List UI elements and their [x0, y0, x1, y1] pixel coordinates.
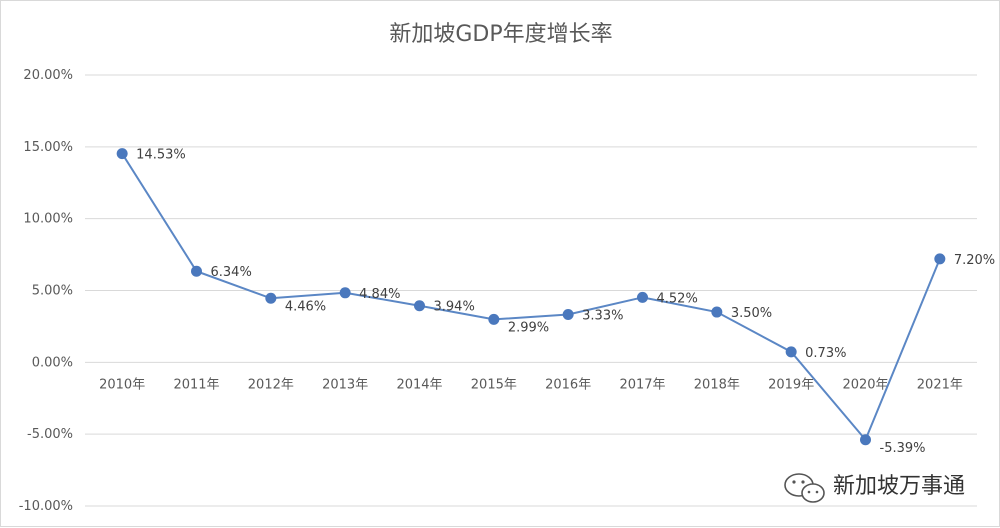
- x-tick-label: 2015年: [471, 377, 517, 392]
- series-line: [121, 153, 941, 442]
- data-point: [116, 148, 128, 160]
- data-label: 7.20%: [954, 253, 995, 268]
- x-tick-label: 2017年: [619, 377, 665, 392]
- grid-layer: [85, 74, 977, 507]
- series-layer: [116, 148, 946, 446]
- data-label: 14.53%: [136, 148, 186, 163]
- data-point: [265, 292, 277, 304]
- x-axis-ticks: 2010年 2011年 2012年 2013年 2014年 2015年 2016年 2017年…: [99, 377, 963, 392]
- data-point: [488, 313, 500, 325]
- data-label: 4.46%: [285, 299, 326, 314]
- data-label: 4.84%: [359, 287, 400, 302]
- data-label: 3.94%: [434, 300, 475, 315]
- data-label: 4.52%: [657, 291, 698, 306]
- chart-title: 新加坡GDP年度增长率: [389, 22, 612, 47]
- y-tick-label: -10.00%: [19, 499, 73, 514]
- data-point: [860, 434, 871, 446]
- data-point: [637, 291, 648, 303]
- x-tick-label: 2010年: [99, 377, 145, 392]
- y-tick-label: 20.00%: [23, 68, 73, 83]
- x-tick-label: 2013年: [322, 377, 368, 392]
- data-point: [191, 265, 202, 277]
- y-axis-ticks: 20.00% 15.00% 10.00% 5.00% 0.00% -5.00% -10.00…: [19, 68, 73, 514]
- data-label: 6.34%: [211, 265, 252, 280]
- y-tick-label: 5.00%: [32, 284, 73, 299]
- data-label: 0.73%: [805, 346, 846, 361]
- x-tick-label: 2011年: [173, 377, 219, 392]
- x-tick-label: 2014年: [396, 377, 442, 392]
- x-tick-label: 2018年: [694, 377, 740, 392]
- data-label: -5.39%: [880, 441, 926, 456]
- y-tick-label: 10.00%: [23, 212, 73, 227]
- x-tick-label: 2016年: [545, 377, 591, 392]
- y-tick-label: 0.00%: [32, 355, 73, 370]
- watermark: 新加坡万事通: [784, 473, 965, 503]
- watermark-text: 新加坡万事通: [833, 474, 965, 499]
- x-tick-label: 2019年: [768, 377, 814, 392]
- x-tick-label: 2012年: [248, 377, 294, 392]
- data-label: 3.33%: [582, 308, 623, 323]
- data-label: 2.99%: [508, 320, 549, 335]
- data-point: [339, 287, 351, 299]
- x-tick-label: 2020年: [842, 377, 888, 392]
- y-tick-label: -5.00%: [27, 427, 73, 442]
- wechat-icon: [784, 473, 825, 503]
- x-tick-label: 2021年: [917, 377, 963, 392]
- data-point: [785, 346, 797, 358]
- data-point: [414, 300, 425, 312]
- data-point: [562, 308, 574, 320]
- data-point: [711, 306, 723, 318]
- data-label-layer: 14.53% 6.34% 4.46% 4.84% 3.94% 2.99% 3.33% 4.52…: [136, 148, 995, 456]
- data-label: 3.50%: [731, 306, 772, 321]
- data-point: [934, 253, 946, 265]
- y-tick-label: 15.00%: [23, 140, 73, 155]
